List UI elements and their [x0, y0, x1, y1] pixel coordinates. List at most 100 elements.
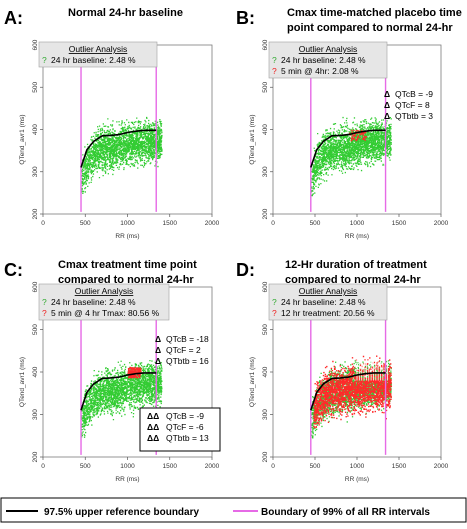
x-tick-label: 500 — [310, 463, 321, 470]
y-tick-label: 200 — [262, 451, 269, 462]
y-tick-label: 300 — [262, 166, 269, 177]
panel-letter: C: — [4, 260, 23, 280]
treatment-scatter-points — [349, 129, 367, 142]
chart-panel-d: D: 12-Hr duration of treatment compared to… — [236, 259, 449, 483]
x-tick-label: 2000 — [205, 220, 220, 227]
y-tick-label: 600 — [262, 281, 269, 292]
y-tick-label: 400 — [32, 124, 39, 135]
y-tick-label: 500 — [32, 324, 39, 335]
chart-panel-b: B: Cmax time-matched placebo time point co… — [236, 7, 462, 240]
baseline-scatter-points — [81, 360, 163, 438]
y-tick-label: 500 — [262, 324, 269, 335]
x-tick-label: 1000 — [350, 220, 365, 227]
x-tick-label: 500 — [310, 220, 321, 227]
delta-symbol: ΔΔ — [147, 433, 159, 443]
y-tick-label: 300 — [32, 409, 39, 420]
outlier-row-text: 24 hr baseline: 2.48 % — [281, 55, 366, 65]
y-tick-label: 500 — [32, 81, 39, 92]
panel-title-line: compared to normal 24-hr — [285, 274, 421, 286]
x-axis-label: RR (ms) — [345, 233, 369, 240]
delta-symbol: Δ — [155, 334, 161, 344]
x-axis-label: RR (ms) — [115, 476, 139, 483]
panel-title-line: Normal 24-hr baseline — [68, 7, 183, 19]
y-tick-label: 600 — [32, 39, 39, 50]
outlier-row-text: 12 hr treatment: 20.56 % — [281, 308, 375, 318]
outlier-box-title: Outlier Analysis — [299, 44, 358, 54]
x-tick-label: 1000 — [120, 220, 135, 227]
outlier-row-mark: ? — [272, 308, 277, 318]
x-tick-label: 1000 — [350, 463, 365, 470]
delta-delta-box — [139, 407, 221, 452]
outlier-analysis-box — [268, 283, 388, 321]
x-tick-label: 500 — [80, 463, 91, 470]
baseline-scatter-series — [81, 360, 163, 438]
panel-letter: D: — [236, 260, 255, 280]
outlier-row-mark: ? — [42, 55, 47, 65]
figure-legend: 97.5% upper reference boundary Boundary o… — [0, 497, 467, 523]
delta-symbol: Δ — [384, 111, 390, 121]
x-tick-label: 1000 — [120, 463, 135, 470]
outlier-row-mark: ? — [42, 297, 47, 307]
treatment-scatter-points — [313, 355, 392, 429]
outlier-row-text: 24 hr baseline: 2.48 % — [51, 55, 136, 65]
x-tick-label: 1500 — [392, 220, 407, 227]
x-tick-label: 1500 — [163, 463, 178, 470]
y-axis-label: QTend_avr1 (ms) — [19, 357, 26, 407]
delta-value: QTcF = -6 — [166, 422, 204, 432]
panel-title-line: point compared to normal 24-hr — [287, 22, 453, 34]
x-tick-label: 2000 — [205, 463, 220, 470]
y-tick-label: 300 — [262, 409, 269, 420]
baseline-scatter-series — [81, 116, 163, 194]
outlier-row-mark: ? — [272, 297, 277, 307]
delta-symbol: Δ — [155, 345, 161, 355]
baseline-scatter-points — [310, 116, 392, 197]
legend-boundary-label: Boundary of 99% of all RR intervals — [261, 507, 430, 518]
panel-title-line: Cmax treatment time point — [58, 259, 197, 271]
x-tick-label: 0 — [41, 220, 45, 227]
delta-symbol: ΔΔ — [147, 422, 159, 432]
panel-letter: B: — [236, 8, 255, 28]
delta-value: QTcB = -18 — [166, 334, 209, 344]
panel-title-line: Cmax time-matched placebo time — [287, 7, 462, 19]
x-tick-label: 500 — [80, 220, 91, 227]
outlier-row-mark: ? — [272, 55, 277, 65]
x-tick-label: 0 — [271, 463, 275, 470]
reference-curve-97-5 — [80, 129, 157, 168]
y-axis-label: QTend_avr1 (ms) — [249, 357, 256, 407]
panel-letter: A: — [4, 8, 23, 28]
panel-title-line: 12-Hr duration of treatment — [285, 259, 427, 271]
outlier-row-text: 24 hr baseline: 2.48 % — [51, 297, 136, 307]
x-tick-label: 0 — [41, 463, 45, 470]
y-tick-label: 400 — [262, 124, 269, 135]
x-axis-label: RR (ms) — [115, 233, 139, 240]
y-tick-label: 600 — [262, 39, 269, 50]
delta-symbol: Δ — [384, 89, 390, 99]
outlier-row-mark: ? — [272, 66, 277, 76]
delta-value: QTbtb = 16 — [166, 356, 209, 366]
reference-curve-97-5 — [310, 129, 386, 168]
y-axis-label: QTend_avr1 (ms) — [19, 114, 26, 164]
x-tick-label: 2000 — [434, 220, 449, 227]
reference-curve-97-5 — [310, 372, 386, 411]
y-tick-label: 200 — [32, 451, 39, 462]
treatment-scatter-points — [127, 366, 142, 379]
outlier-analysis-box — [38, 41, 158, 68]
chart-panel-a: A: Normal 24-hr baseline 0 500 1000 1500 2000 2… — [4, 7, 220, 240]
outlier-box-title: Outlier Analysis — [75, 286, 134, 296]
x-tick-label: 1500 — [392, 463, 407, 470]
outlier-row-text: 24 hr baseline: 2.48 % — [281, 297, 366, 307]
delta-symbol: Δ — [384, 100, 390, 110]
x-tick-label: 2000 — [434, 463, 449, 470]
delta-value: QTbtb = 13 — [166, 433, 209, 443]
y-tick-label: 300 — [32, 166, 39, 177]
x-tick-label: 0 — [271, 220, 275, 227]
outlier-analysis-box — [268, 41, 388, 79]
y-tick-label: 400 — [262, 366, 269, 377]
y-tick-label: 400 — [32, 366, 39, 377]
chart-panel-c: C: Cmax treatment time point compared to n… — [4, 259, 221, 483]
y-tick-label: 200 — [32, 208, 39, 219]
delta-value: QTbtb = 3 — [395, 111, 433, 121]
outlier-box-title: Outlier Analysis — [299, 286, 358, 296]
panel-title-line: compared to normal 24-hr — [58, 274, 194, 286]
